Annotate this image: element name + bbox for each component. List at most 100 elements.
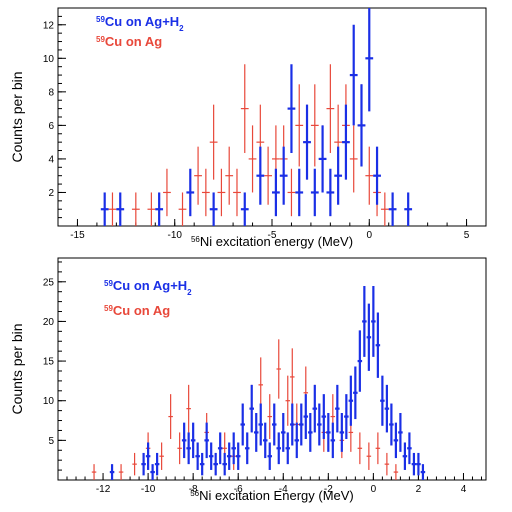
data-point xyxy=(116,192,125,226)
x-tick-label: -2 xyxy=(324,484,333,495)
x-axis-label: 56Ni excitation Energy (MeV) xyxy=(190,488,354,503)
data-point xyxy=(339,413,345,452)
data-point xyxy=(217,432,223,465)
data-point xyxy=(308,413,313,452)
y-axis-label: Counts per bin xyxy=(9,323,25,414)
x-tick-label: -8 xyxy=(189,484,198,495)
data-point xyxy=(344,394,349,439)
x-tick-label: 4 xyxy=(461,484,467,495)
x-tick-label: -10 xyxy=(168,230,183,241)
superscript: 59 xyxy=(96,35,105,44)
legend-entry-ag-h2: 59Cu on Ag+H2 xyxy=(104,278,192,297)
y-tick-label: 15 xyxy=(43,357,55,368)
data-point xyxy=(393,422,399,459)
data-point xyxy=(233,168,241,217)
data-point xyxy=(365,146,374,205)
x-tick-label: 2 xyxy=(416,484,422,495)
data-point xyxy=(287,168,296,217)
superscript: 56 xyxy=(190,489,199,498)
data-point xyxy=(108,192,117,226)
data-point xyxy=(398,413,403,452)
data-point xyxy=(253,413,259,452)
data-point xyxy=(334,146,343,205)
x-tick-label: 0 xyxy=(366,230,372,241)
data-point xyxy=(209,192,218,226)
data-point xyxy=(287,64,296,153)
label-text: Cu on Ag+H xyxy=(105,14,179,29)
data-point xyxy=(295,84,304,167)
data-point xyxy=(256,146,265,205)
data-point xyxy=(272,403,277,446)
legend-entry-ag-h2: 59Cu on Ag+H2 xyxy=(96,14,184,33)
data-point xyxy=(178,192,187,226)
data-point xyxy=(177,432,182,465)
x-tick-label: -6 xyxy=(234,484,243,495)
data-point xyxy=(199,452,205,476)
data-point xyxy=(349,125,358,193)
data-point xyxy=(244,432,250,465)
data-point xyxy=(181,422,187,459)
label-text: Cu on Ag+H xyxy=(113,278,187,293)
data-point xyxy=(285,432,291,465)
x-tick-label: 0 xyxy=(371,484,377,495)
data-point xyxy=(285,375,291,426)
superscript: 59 xyxy=(104,279,113,288)
data-point xyxy=(321,394,327,439)
data-point xyxy=(235,442,241,470)
data-point xyxy=(330,422,336,459)
x-tick-label: -4 xyxy=(279,484,288,495)
data-point xyxy=(375,312,381,378)
data-point xyxy=(154,452,160,476)
data-point xyxy=(163,168,171,217)
data-point xyxy=(91,464,97,480)
data-point xyxy=(186,384,191,433)
subscript: 2 xyxy=(179,24,184,33)
data-point xyxy=(294,422,300,459)
x-tick-label: 5 xyxy=(464,230,470,241)
data-point xyxy=(357,432,363,465)
data-point xyxy=(353,366,358,420)
label-text: Cu on Ag xyxy=(113,303,170,318)
y-tick-label: 10 xyxy=(43,396,55,407)
data-point xyxy=(312,384,318,433)
x-tick-label: -15 xyxy=(70,230,85,241)
data-point xyxy=(366,303,372,371)
data-point xyxy=(186,432,191,465)
data-point xyxy=(145,442,151,470)
data-point xyxy=(407,432,412,465)
data-point xyxy=(388,192,397,226)
subscript: 2 xyxy=(187,288,192,297)
data-point xyxy=(375,432,381,465)
data-point xyxy=(348,375,354,426)
data-point xyxy=(318,125,327,193)
data-point xyxy=(404,192,413,226)
x-tick-label: -12 xyxy=(96,484,111,495)
legend-entry-ag: 59Cu on Ag xyxy=(104,303,170,318)
data-point xyxy=(195,442,200,470)
data-point xyxy=(168,394,173,439)
data-point xyxy=(357,84,366,167)
data-point xyxy=(416,452,421,476)
data-point xyxy=(100,192,109,226)
superscript: 59 xyxy=(104,304,113,313)
plot-frame xyxy=(57,257,487,481)
data-point xyxy=(201,168,210,217)
data-point xyxy=(335,384,340,433)
data-point xyxy=(249,384,254,433)
data-point xyxy=(190,422,196,459)
data-point xyxy=(373,146,381,205)
data-point xyxy=(248,125,257,193)
data-point xyxy=(276,432,282,465)
label-text: Cu on Ag xyxy=(105,34,162,49)
data-point xyxy=(131,192,140,226)
data-point xyxy=(150,464,155,480)
data-point xyxy=(240,64,249,153)
data-point xyxy=(310,168,319,217)
data-point xyxy=(349,24,358,126)
data-point xyxy=(258,357,263,413)
data-point xyxy=(240,192,249,226)
legend-entry-ag: 59Cu on Ag xyxy=(96,34,162,49)
data-point xyxy=(132,452,137,476)
data-point xyxy=(317,403,322,446)
data-point xyxy=(303,104,311,180)
